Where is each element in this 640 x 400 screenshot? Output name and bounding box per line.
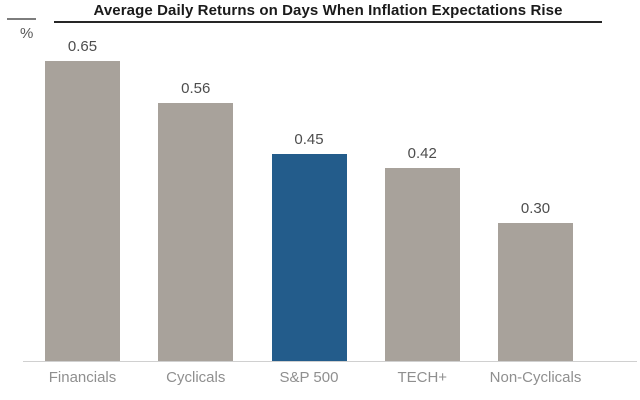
bar-value-label-tech: 0.42	[407, 145, 437, 162]
bar-column-s-p-500: 0.45	[271, 131, 347, 362]
bar-column-cyclicals: 0.56	[158, 80, 234, 362]
chart-title: Average Daily Returns on Days When Infla…	[54, 2, 602, 23]
bar-value-label-financials: 0.65	[67, 38, 98, 55]
x-axis-baseline	[23, 361, 637, 362]
bar-value-label-cyclicals: 0.56	[181, 80, 211, 97]
y-axis-unit-label: %	[20, 25, 34, 42]
category-label-tech: TECH+	[397, 369, 448, 386]
bar-tech	[384, 168, 460, 362]
bars-container: 0.65 0.56 0.45 0.42 0.30	[45, 38, 573, 362]
bar-value-label-non-cyclicals: 0.30	[520, 200, 551, 217]
bar-financials	[45, 61, 120, 362]
bar-column-financials: 0.65	[45, 38, 120, 362]
category-label-cyclicals: Cyclicals	[166, 369, 226, 386]
top-left-rule	[7, 18, 36, 20]
bar-cyclicals	[158, 103, 234, 362]
category-label-non-cyclicals: Non-Cyclicals	[489, 369, 582, 386]
category-label-wrap-s-p-500: S&P 500	[272, 369, 347, 386]
category-label-wrap-cyclicals: Cyclicals	[158, 369, 233, 386]
category-label-wrap-non-cyclicals: Non-Cyclicals	[490, 369, 582, 386]
category-label-wrap-tech: TECH+	[385, 369, 460, 386]
category-label-wrap-financials: Financials	[45, 369, 120, 386]
bar-value-label-s-p-500: 0.45	[294, 131, 324, 148]
bar-non-cyclicals	[498, 223, 573, 362]
category-label-s-p-500: S&P 500	[279, 369, 339, 386]
bar-s-p-500	[271, 154, 347, 362]
category-label-financials: Financials	[48, 369, 117, 386]
bar-column-non-cyclicals: 0.30	[498, 200, 573, 362]
category-labels-row: Financials Cyclicals S&P 500 TECH+ Non-Cycli…	[45, 369, 582, 386]
bar-column-tech: 0.42	[384, 145, 460, 362]
